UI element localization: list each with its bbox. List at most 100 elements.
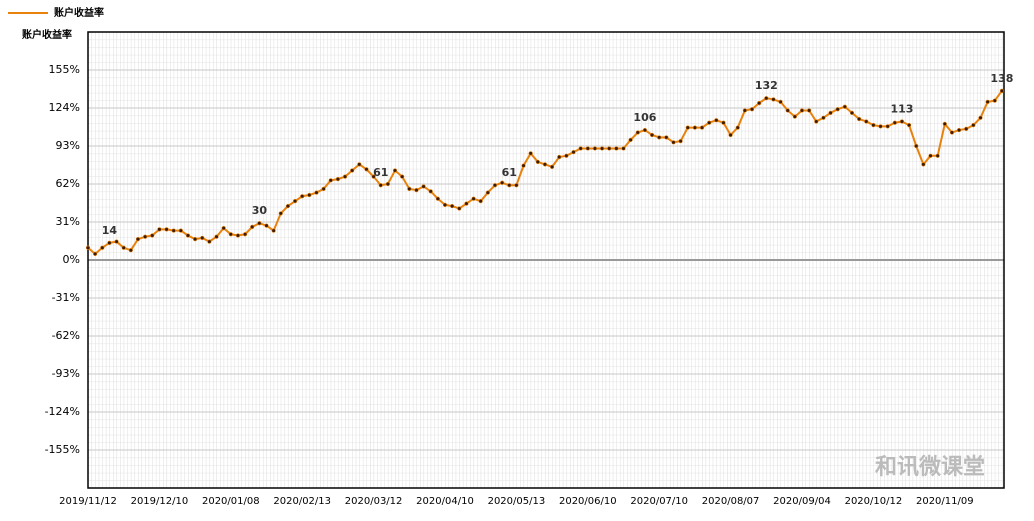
x-tick-label: 2020/03/12 (345, 496, 403, 507)
point (107, 240, 112, 245)
point (828, 110, 833, 116)
point (642, 127, 648, 133)
point (721, 120, 726, 125)
point (678, 138, 683, 144)
point (749, 107, 755, 112)
point (300, 194, 305, 199)
x-tick-label: 2019/11/12 (59, 496, 117, 507)
point (992, 98, 997, 103)
point (378, 183, 383, 188)
point (585, 146, 590, 151)
point (935, 153, 940, 158)
point (899, 119, 905, 124)
point (328, 178, 333, 183)
point (221, 226, 226, 231)
point (778, 99, 783, 104)
point (357, 162, 362, 167)
point (193, 237, 198, 242)
point (407, 186, 412, 192)
point (200, 235, 205, 241)
point (728, 132, 733, 138)
point (307, 192, 312, 198)
point (93, 251, 98, 256)
point (350, 168, 355, 173)
legend-label: 账户收益率 (54, 6, 104, 19)
watermark: 和讯微课堂 (875, 454, 985, 480)
point (842, 104, 847, 109)
x-tick-label: 2020/04/10 (416, 496, 474, 507)
y-tick-label: 124% (49, 101, 80, 114)
point (906, 123, 912, 128)
point (228, 232, 233, 237)
point (978, 115, 983, 120)
y-tick-label: 31% (56, 215, 80, 228)
point (292, 199, 298, 204)
point (999, 88, 1005, 93)
x-tick-label: 2020/11/09 (916, 496, 974, 507)
point (528, 151, 533, 156)
plot-border (87, 31, 1005, 489)
point (364, 167, 369, 172)
x-tick-label: 2020/09/04 (773, 496, 831, 507)
point (799, 108, 805, 113)
point (257, 221, 262, 226)
point (500, 180, 505, 185)
point (235, 233, 241, 238)
point (835, 107, 840, 112)
point (542, 162, 548, 167)
point (371, 174, 376, 179)
x-tick-label: 2020/08/07 (702, 496, 760, 507)
data-label: 61 (502, 166, 517, 179)
y-tick-label: 0% (63, 253, 80, 266)
data-label: 113 (890, 102, 913, 115)
point (564, 153, 569, 158)
point (807, 108, 812, 113)
point (321, 186, 326, 192)
point (964, 126, 969, 131)
point (857, 116, 862, 122)
data-label: 106 (633, 111, 656, 124)
point (557, 154, 562, 160)
point (878, 124, 883, 129)
point (485, 190, 490, 195)
point (492, 183, 498, 188)
point (185, 233, 191, 238)
point (157, 227, 162, 232)
point (464, 201, 469, 206)
y-axis-title: 账户收益率 (22, 28, 72, 41)
point (714, 118, 719, 123)
y-tick-label: -155% (45, 443, 80, 456)
point (400, 174, 405, 179)
x-tick-label: 2020/10/12 (845, 496, 903, 507)
point (535, 159, 540, 165)
data-label: 14 (102, 224, 118, 237)
point (821, 115, 826, 120)
point (549, 164, 555, 169)
point (135, 237, 141, 242)
y-tick-label: 62% (56, 177, 80, 190)
point (214, 234, 219, 239)
point (335, 176, 341, 182)
x-tick-label: 2020/06/10 (559, 496, 617, 507)
point (657, 135, 662, 140)
point (450, 203, 455, 209)
point (707, 120, 712, 125)
point (421, 184, 426, 189)
y-tick-label: 155% (49, 63, 80, 76)
point (242, 232, 248, 237)
point (928, 153, 933, 158)
point (764, 96, 769, 101)
point (771, 97, 776, 102)
point (985, 99, 990, 104)
point (607, 146, 612, 151)
y-tick-label: -62% (52, 329, 80, 342)
point (164, 227, 169, 232)
data-label: 138 (990, 72, 1013, 85)
point (271, 228, 276, 233)
point (864, 119, 869, 124)
y-tick-label: -31% (52, 291, 80, 304)
point (278, 211, 283, 216)
point (956, 127, 962, 133)
point (285, 203, 291, 209)
